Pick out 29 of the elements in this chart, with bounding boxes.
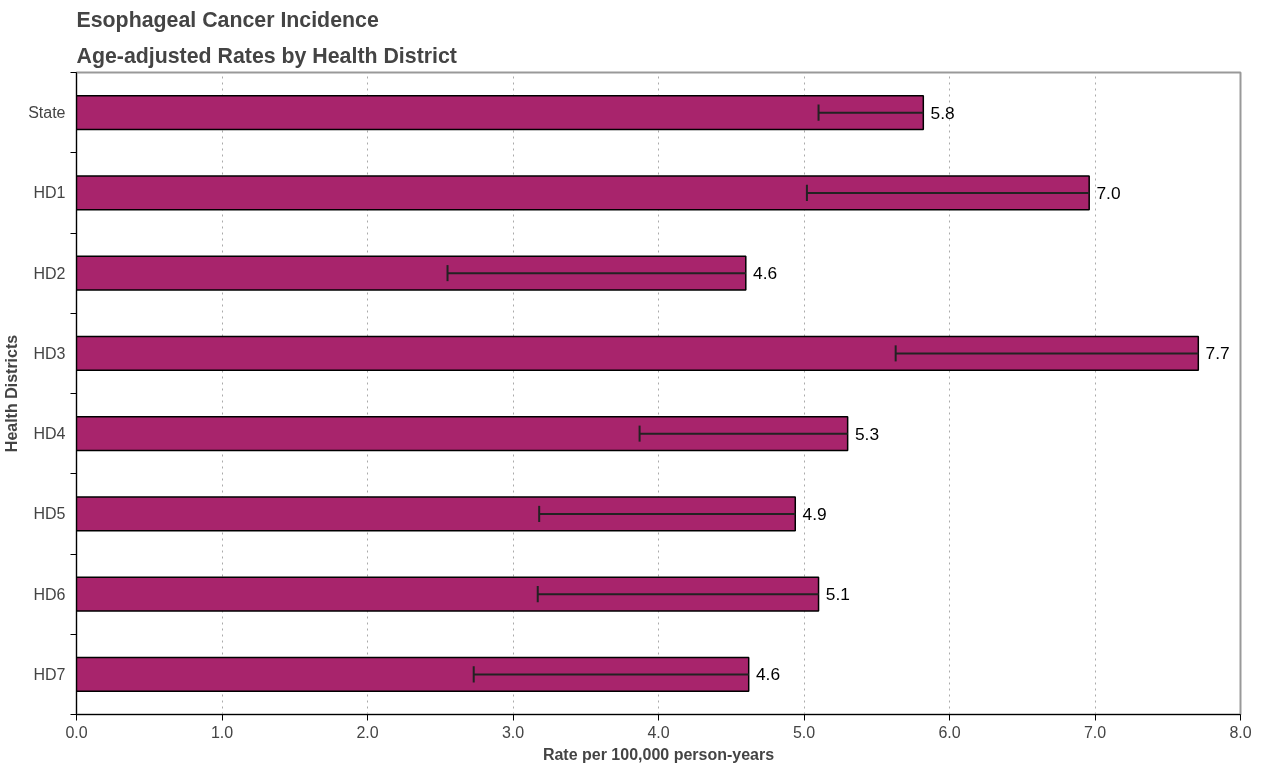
data-label: 4.6 bbox=[755, 664, 781, 685]
x-tick-label: 3.0 bbox=[501, 723, 525, 741]
data-label: 4.6 bbox=[753, 263, 778, 284]
data-label: 5.8 bbox=[930, 102, 955, 123]
data-label: 5.1 bbox=[825, 584, 850, 605]
y-tick-label: HD2 bbox=[33, 264, 66, 282]
y-tick-label: State bbox=[28, 104, 66, 122]
x-tick-label: 1.0 bbox=[210, 723, 234, 741]
x-tick-label: 4.0 bbox=[647, 723, 670, 741]
y-tick-label: HD3 bbox=[33, 344, 66, 362]
chart-subtitle: Age-adjusted Rates by Health District bbox=[76, 43, 457, 68]
data-label: 7.0 bbox=[1096, 182, 1121, 203]
x-tick-label: 5.0 bbox=[792, 723, 816, 741]
y-tick-label: HD4 bbox=[33, 425, 66, 443]
data-label: 4.9 bbox=[802, 503, 827, 524]
chart-title: Esophageal Cancer Incidence bbox=[76, 7, 379, 32]
data-label: 5.3 bbox=[854, 423, 880, 444]
data-label: 7.7 bbox=[1205, 343, 1230, 364]
y-tick-label: HD6 bbox=[33, 585, 66, 603]
x-tick-label: 6.0 bbox=[938, 723, 961, 741]
x-tick-label: 2.0 bbox=[356, 723, 379, 741]
y-tick-label: HD1 bbox=[33, 184, 66, 202]
x-tick-label: 0.0 bbox=[65, 723, 88, 741]
y-tick-label: HD5 bbox=[33, 505, 66, 523]
y-tick-label: HD7 bbox=[33, 665, 66, 683]
y-axis-title: Health Districts bbox=[3, 334, 21, 453]
x-tick-label: 7.0 bbox=[1083, 723, 1107, 741]
x-axis-title: Rate per 100,000 person-years bbox=[542, 745, 775, 763]
x-tick-label: 8.0 bbox=[1229, 723, 1252, 741]
